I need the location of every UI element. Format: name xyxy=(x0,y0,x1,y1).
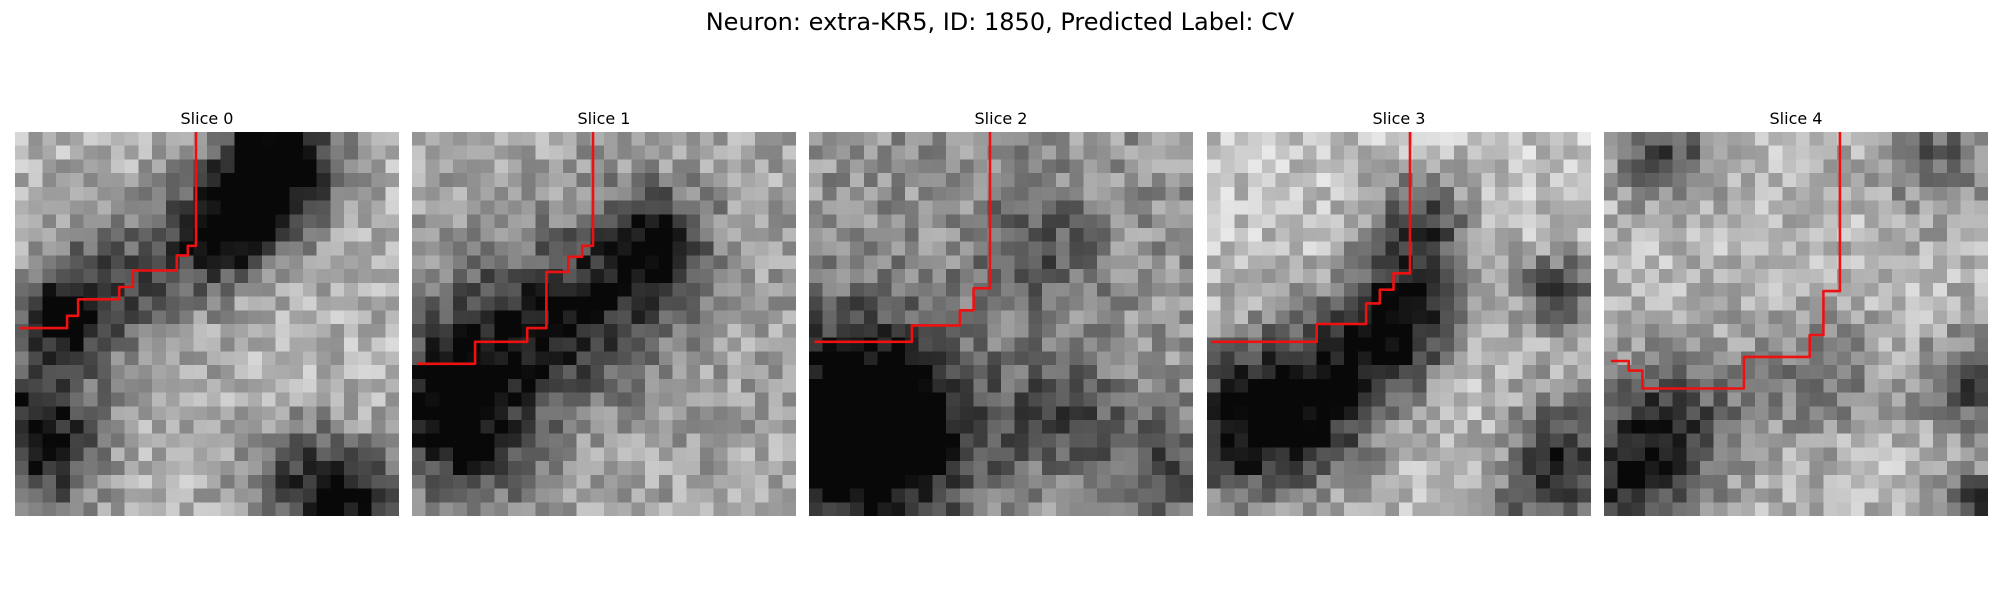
slice-panel: Slice 2 xyxy=(809,108,1193,516)
slice-image xyxy=(15,132,399,516)
slice-title: Slice 2 xyxy=(809,108,1193,132)
slice-image xyxy=(412,132,796,516)
slice-title: Slice 3 xyxy=(1207,108,1591,132)
slice-title: Slice 1 xyxy=(412,108,796,132)
slice-title: Slice 4 xyxy=(1604,108,1988,132)
slice-image xyxy=(809,132,1193,516)
slice-panel: Slice 0 xyxy=(15,108,399,516)
figure-title: Neuron: extra-KR5, ID: 1850, Predicted L… xyxy=(0,6,2000,38)
slice-panel: Slice 4 xyxy=(1604,108,1988,516)
slice-panel: Slice 1 xyxy=(412,108,796,516)
slice-title: Slice 0 xyxy=(15,108,399,132)
slice-image xyxy=(1604,132,1988,516)
slice-image xyxy=(1207,132,1591,516)
slice-panel: Slice 3 xyxy=(1207,108,1591,516)
